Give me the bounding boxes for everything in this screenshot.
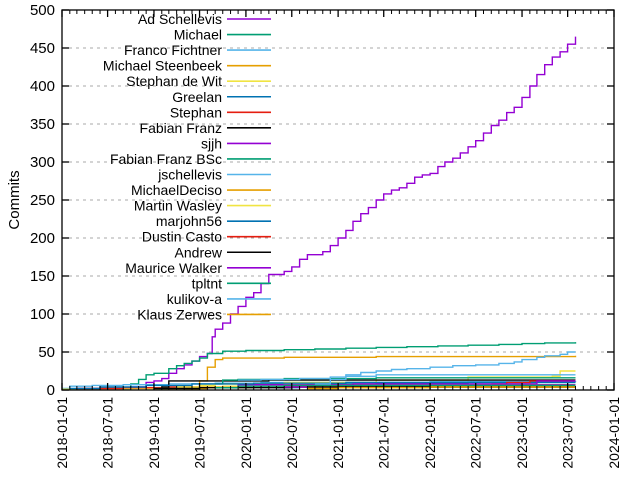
legend-entry-stephan-de-wit: Stephan de Wit <box>126 73 271 89</box>
legend-label: marjohn56 <box>156 213 222 229</box>
x-tick-label: 2019-01-01 <box>146 397 162 469</box>
legend-label: kulikov-a <box>167 291 222 307</box>
legend-entry-tpltnt: tpltnt <box>192 275 271 291</box>
legend-entry-michaeldeciso: MichaelDeciso <box>131 182 271 198</box>
legend-label: Franco Fichtner <box>124 42 222 58</box>
x-tick-label: 2024-01-01 <box>606 397 622 469</box>
legend-label: Michael <box>174 27 222 43</box>
legend-entry-franco-fichtner: Franco Fichtner <box>124 42 271 58</box>
legend-entry-maurice-walker: Maurice Walker <box>125 260 271 276</box>
legend-entry-martin-wasley: Martin Wasley <box>134 198 271 214</box>
y-tick-label: 0 <box>47 382 55 399</box>
y-tick-label: 500 <box>30 2 55 19</box>
legend-label: Ad Schellevis <box>138 11 222 27</box>
legend-entry-marjohn56: marjohn56 <box>156 213 271 229</box>
legend-label: MichaelDeciso <box>131 182 222 198</box>
legend-label: Fabian Franz <box>140 120 222 136</box>
x-tick-label: 2020-07-01 <box>284 397 300 469</box>
x-tick-label: 2023-07-01 <box>560 397 576 469</box>
legend-entry-fabian-franz: Fabian Franz <box>140 120 271 136</box>
x-tick-label: 2019-07-01 <box>192 397 208 469</box>
legend-label: sjjh <box>201 135 222 151</box>
series-line-kulikov-a <box>314 374 576 385</box>
legend-entry-greelan: Greelan <box>172 89 271 105</box>
legend-entry-michael-steenbeek: Michael Steenbeek <box>103 58 271 74</box>
legend-label: jschellevis <box>157 167 222 183</box>
legend-label: Martin Wasley <box>134 198 222 214</box>
y-tick-label: 50 <box>38 344 55 361</box>
legend-entry-kulikov-a: kulikov-a <box>167 291 271 307</box>
legend-label: Andrew <box>175 244 223 260</box>
legend-entry-sjjh: sjjh <box>201 135 271 151</box>
x-tick-label: 2018-01-01 <box>54 397 70 469</box>
legend-entry-jschellevis: jschellevis <box>157 167 271 183</box>
legend-entry-stephan: Stephan <box>170 104 271 120</box>
legend-entry-klaus-zerwes: Klaus Zerwes <box>137 306 271 322</box>
legend-label: Dustin Casto <box>142 229 222 245</box>
legend-label: Fabian Franz BSc <box>110 151 222 167</box>
legend-label: Klaus Zerwes <box>137 306 222 322</box>
y-tick-label: 400 <box>30 78 55 95</box>
x-tick-label: 2020-01-01 <box>238 397 254 469</box>
x-tick-label: 2021-01-01 <box>330 397 346 469</box>
x-tick-label: 2022-01-01 <box>422 397 438 469</box>
y-tick-label: 350 <box>30 116 55 133</box>
legend-label: tpltnt <box>192 275 222 291</box>
legend-label: Stephan de Wit <box>126 73 222 89</box>
y-tick-label: 100 <box>30 306 55 323</box>
y-tick-label: 200 <box>30 230 55 247</box>
legend-entry-michael: Michael <box>174 27 271 43</box>
y-tick-label: 250 <box>30 192 55 209</box>
legend-label: Greelan <box>172 89 222 105</box>
x-tick-label: 2022-07-01 <box>468 397 484 469</box>
legend-label: Maurice Walker <box>125 260 222 276</box>
legend-label: Stephan <box>170 104 222 120</box>
y-tick-label: 150 <box>30 268 55 285</box>
legend-entry-ad-schellevis: Ad Schellevis <box>138 11 271 27</box>
legend-entry-andrew: Andrew <box>175 244 271 260</box>
series-line-klaus-zerwes <box>307 386 576 390</box>
axis-layer: 0 50 100 150 200 250 300 350 400 450 500 2018-01-01… <box>30 2 622 469</box>
series-line-michael <box>123 342 577 390</box>
y-axis-title: Commits <box>6 170 23 229</box>
y-tick-label: 300 <box>30 154 55 171</box>
x-tick-label: 2018-07-01 <box>100 397 116 469</box>
legend-entry-fabian-franz-bsc: Fabian Franz BSc <box>110 151 271 167</box>
legend-label: Michael Steenbeek <box>103 58 223 74</box>
x-tick-label: 2021-07-01 <box>376 397 392 469</box>
legend-entry-dustin-casto: Dustin Casto <box>142 229 271 245</box>
y-tick-label: 450 <box>30 40 55 57</box>
series-line-jschellevis <box>238 351 576 381</box>
x-tick-label: 2023-01-01 <box>514 397 530 469</box>
